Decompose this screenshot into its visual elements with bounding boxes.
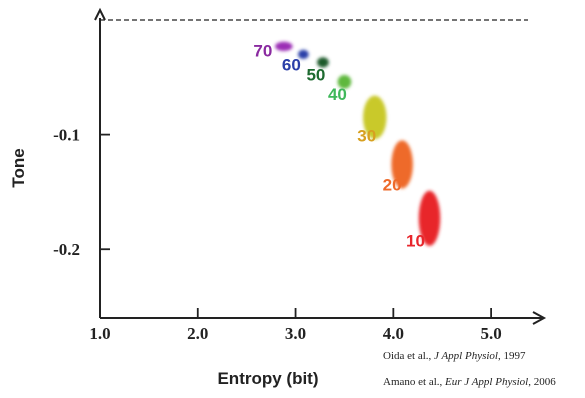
data-point-label: 20 [383, 175, 402, 194]
data-point-label: 10 [406, 231, 425, 250]
data-point-label: 60 [282, 55, 301, 74]
reference-1-year: , 1997 [497, 350, 526, 362]
x-axis-title: Entropy (bit) [217, 369, 318, 388]
data-point-ellipse [337, 75, 352, 89]
data-point-ellipse [391, 140, 413, 189]
reference-2-year: , 2006 [528, 376, 556, 388]
data-point-label: 40 [328, 85, 347, 104]
y-axis-arrow [94, 7, 106, 21]
data-point-label: 30 [357, 126, 376, 145]
data-point-ellipse [317, 57, 329, 68]
reference-2-journal: Eur J Appl Physiol [445, 376, 529, 388]
data-marks [275, 41, 441, 246]
x-tick-label: 4.0 [383, 324, 404, 343]
y-axis-title: Tone [9, 148, 28, 187]
x-axis-arrow [532, 311, 547, 325]
reference-2: Amano et al., Eur J Appl Physiol, 2006 [383, 376, 556, 388]
reference-1: Oida et al., J Appl Physiol, 1997 [383, 350, 525, 362]
reference-2-authors: Amano et al., [383, 376, 446, 388]
data-point-label: 70 [253, 41, 272, 60]
data-point-ellipse [298, 49, 309, 59]
data-point-label: 50 [306, 65, 325, 84]
data-point-ellipse [418, 190, 441, 246]
y-tick-label: -0.1 [53, 126, 80, 145]
x-tick-label: 1.0 [89, 324, 110, 343]
x-tick-label: 2.0 [187, 324, 208, 343]
reference-1-authors: Oida et al., [383, 350, 435, 362]
y-tick-label: -0.2 [53, 240, 80, 259]
x-tick-label: 3.0 [285, 324, 306, 343]
data-point-ellipse [363, 95, 387, 140]
x-tick-label: 5.0 [480, 324, 501, 343]
axes: 1.0 2.0 3.0 4.0 5.0 -0.1 -0.2 Entropy (bit) Tone [9, 7, 547, 388]
data-point-ellipse [275, 41, 293, 51]
reference-1-journal: J Appl Physiol [434, 350, 498, 362]
